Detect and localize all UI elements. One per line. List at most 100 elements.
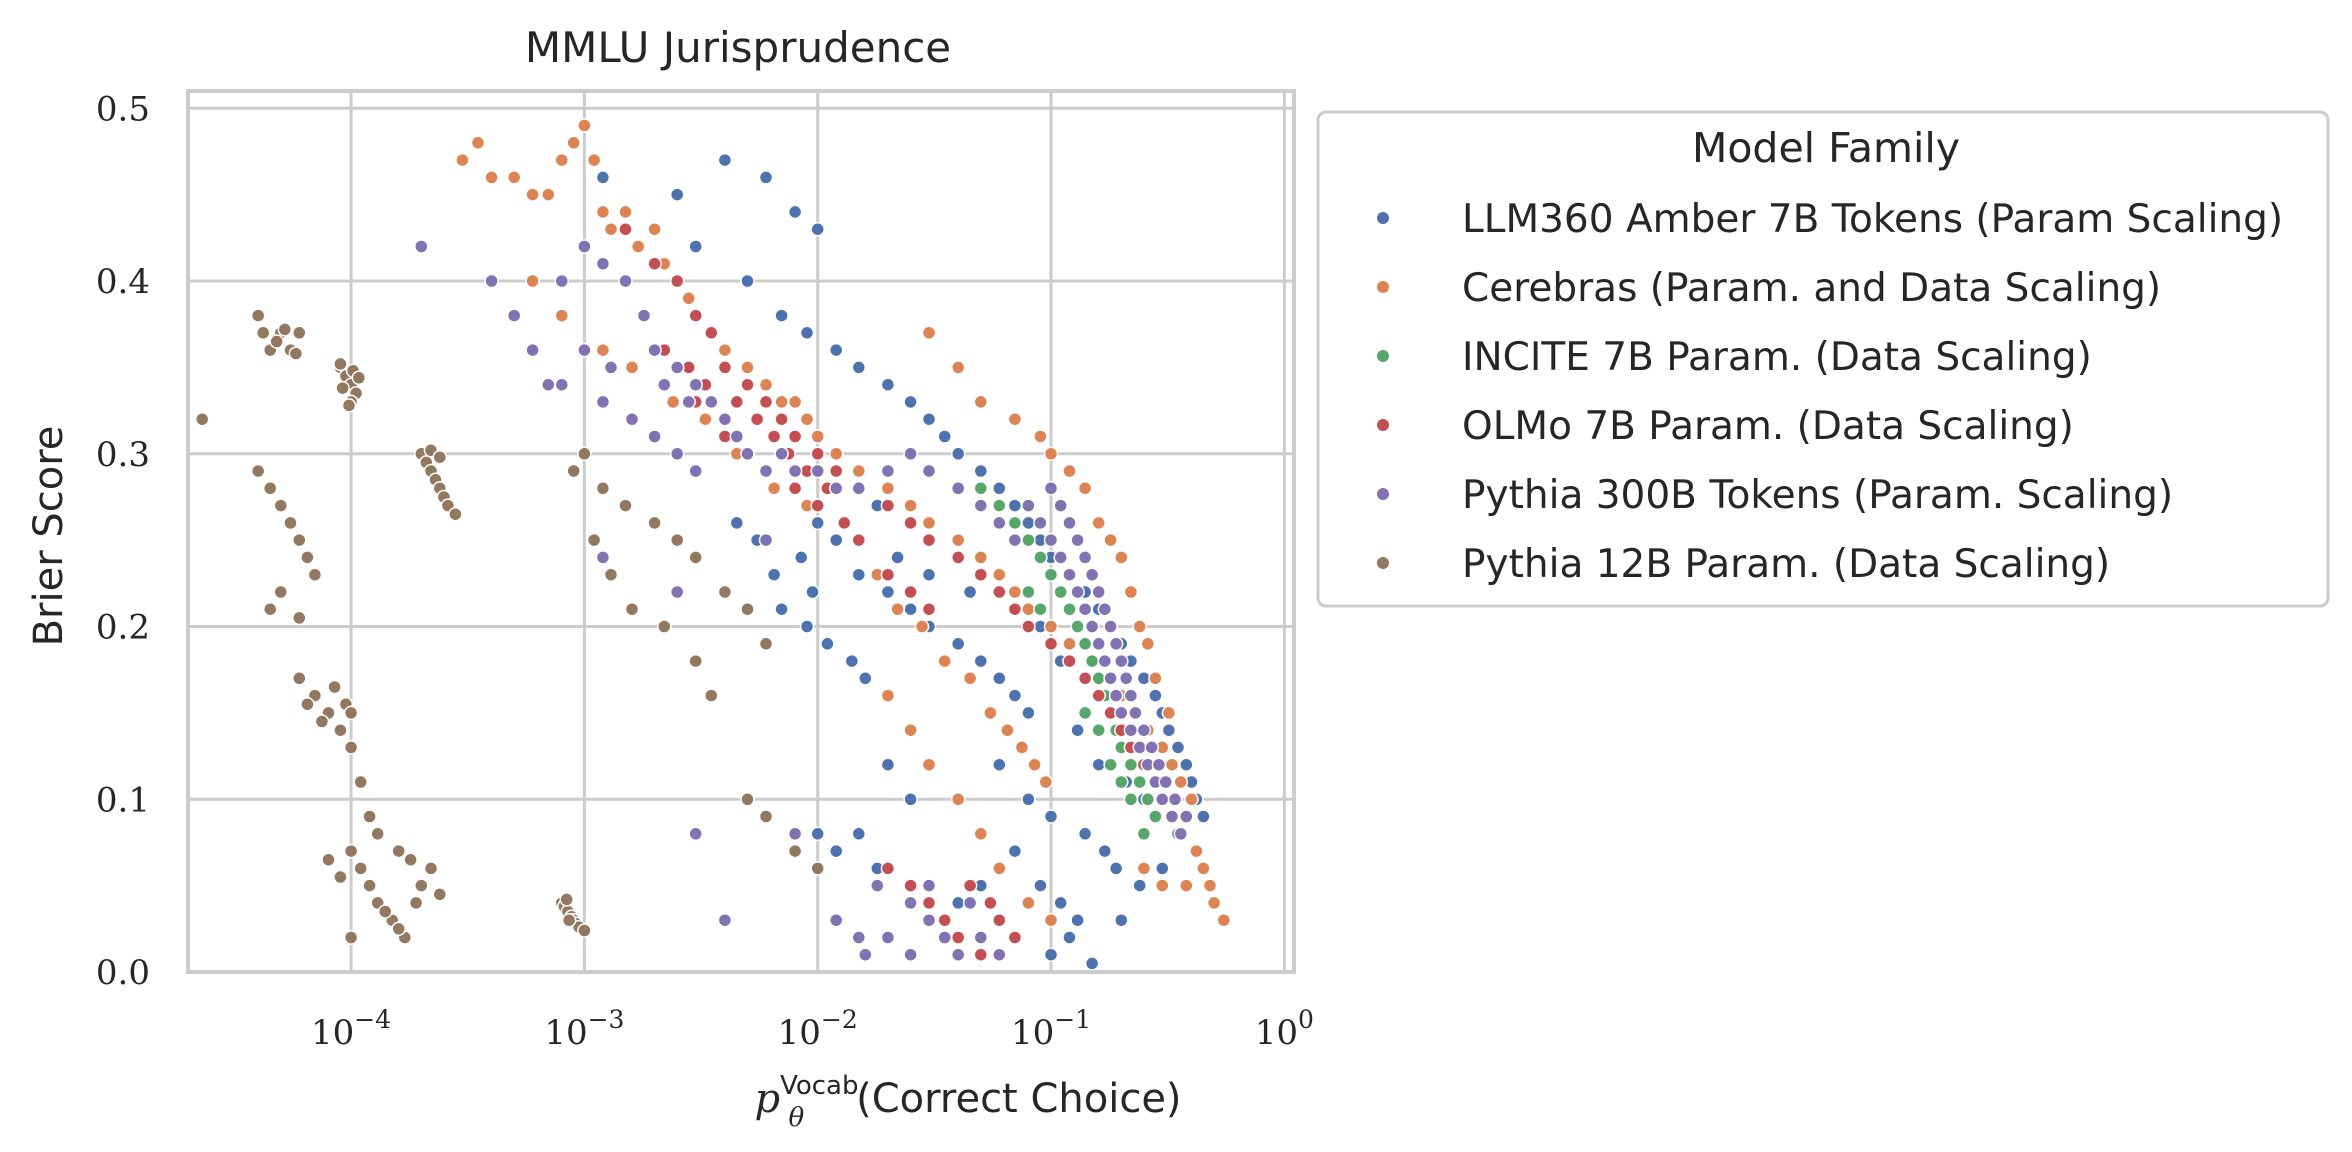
scatter-point — [1033, 601, 1048, 617]
scatter-point — [828, 342, 844, 358]
scatter-point — [1148, 671, 1163, 686]
scatter-point — [595, 394, 611, 410]
scatter-point — [766, 567, 782, 582]
scatter-point — [408, 895, 424, 911]
scatter-point — [992, 567, 1007, 582]
scatter-point — [992, 584, 1007, 600]
legend-marker — [1377, 281, 1389, 293]
scatter-point — [1148, 688, 1163, 703]
legend-label: Pythia 300B Tokens (Param. Scaling) — [1462, 473, 2173, 518]
scatter-point — [1140, 792, 1156, 807]
scatter-point — [1007, 498, 1023, 513]
series-4 — [414, 239, 1194, 962]
scatter-point — [1103, 757, 1118, 772]
x-tick-label: 10−4 — [311, 1005, 391, 1053]
scatter-point — [283, 515, 298, 531]
scatter-point — [870, 878, 885, 893]
scatter-point — [992, 671, 1007, 686]
scatter-point — [262, 481, 278, 496]
scatter-point — [851, 567, 867, 582]
legend-label: LLM360 Amber 7B Tokens (Param Scaling) — [1462, 197, 2283, 242]
scatter-point — [799, 325, 815, 341]
scatter-point — [880, 584, 896, 600]
x-axis-ticks: 10−4 10−3 10−2 10−1 100 — [311, 1005, 1314, 1053]
scatter-point — [292, 610, 307, 626]
scatter-point — [1151, 757, 1167, 772]
scatter-point — [1062, 567, 1077, 582]
scatter-point — [1123, 757, 1139, 772]
scatter-point — [647, 256, 662, 271]
scatter-point — [448, 506, 463, 522]
scatter-point — [921, 757, 937, 772]
scatter-point — [950, 947, 966, 962]
scatter-point — [1114, 705, 1129, 721]
scatter-point — [1077, 826, 1093, 842]
scatter-point — [828, 843, 844, 859]
scatter-point — [880, 463, 896, 479]
scatter-point — [787, 481, 803, 496]
scatter-point — [1103, 532, 1118, 548]
scatter-point — [973, 567, 989, 582]
scatter-point — [688, 463, 703, 479]
scatter-point — [1000, 722, 1015, 738]
scatter-point — [1043, 809, 1059, 824]
scatter-point — [962, 584, 978, 600]
scatter-point — [1070, 532, 1085, 548]
scatter-point — [1132, 878, 1147, 893]
scatter-point — [1179, 809, 1194, 824]
scatter-point — [973, 826, 989, 842]
scatter-point — [1033, 878, 1048, 893]
scatter-point — [288, 346, 304, 361]
scatter-point — [787, 204, 803, 220]
scatter-point — [1021, 792, 1036, 807]
scatter-points — [194, 118, 1232, 971]
scatter-point — [250, 463, 266, 479]
scatter-point — [1136, 826, 1152, 842]
scatter-point — [950, 636, 966, 652]
scatter-point — [717, 342, 733, 358]
scatter-point — [880, 930, 896, 945]
scatter-point — [704, 325, 719, 341]
scatter-point — [740, 446, 755, 462]
scatter-point — [1084, 567, 1100, 582]
scatter-point — [903, 947, 918, 962]
scatter-point — [586, 152, 602, 168]
scatter-point — [740, 792, 755, 807]
x-axis-label-text: (Correct Choice) — [856, 1076, 1181, 1122]
scatter-point — [880, 861, 896, 876]
scatter-point — [1053, 550, 1068, 565]
y-tick-label: 0.3 — [96, 435, 150, 475]
scatter-point — [577, 118, 592, 133]
scatter-point — [554, 152, 570, 168]
scatter-point — [577, 446, 592, 462]
scatter-point — [432, 449, 448, 465]
scatter-point — [1021, 515, 1036, 531]
scatter-point — [973, 498, 989, 513]
scatter-point — [688, 308, 703, 323]
scatter-point — [1164, 809, 1180, 824]
series-2 — [973, 481, 1163, 842]
scatter-point — [1196, 861, 1211, 876]
scatter-point — [1084, 956, 1100, 971]
scatter-point — [962, 878, 978, 893]
scatter-point — [669, 187, 685, 202]
x-tick-exponent: −1 — [1054, 1005, 1091, 1034]
scatter-point — [1077, 481, 1093, 496]
scatter-point — [681, 394, 696, 410]
scatter-point — [624, 601, 640, 617]
scatter-point — [1070, 619, 1085, 634]
scatter-point — [903, 878, 918, 893]
scatter-point — [1043, 619, 1059, 634]
scatter-point — [595, 170, 611, 185]
scatter-point — [992, 515, 1007, 531]
scatter-point — [414, 239, 429, 254]
scatter-point — [1202, 878, 1218, 893]
scatter-point — [1189, 843, 1204, 859]
scatter-point — [903, 792, 918, 807]
scatter-point — [799, 411, 815, 427]
scatter-point — [1123, 722, 1139, 738]
x-tick-label: 10−2 — [778, 1005, 858, 1053]
x-axis-label-superscript: Vocab — [780, 1071, 858, 1101]
scatter-point — [983, 895, 998, 911]
